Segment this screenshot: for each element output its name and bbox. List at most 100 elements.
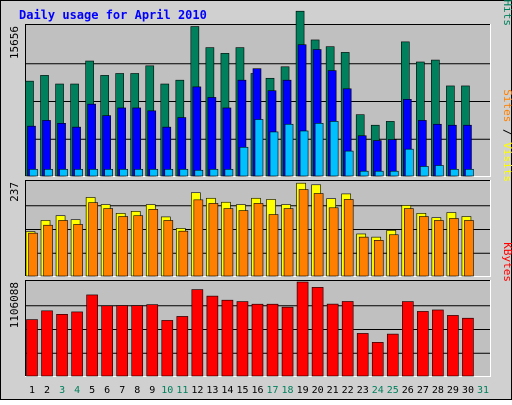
bar-kbytes-day-12 [191,289,204,377]
bar-kbytes-day-16 [251,303,264,377]
bar-kbytes-day-25 [386,333,399,377]
bar-kbytes-day-13 [206,295,219,377]
bar-pages-day-23 [359,170,369,177]
bar-kbytes-day-21 [326,303,339,377]
x-tick-label-day-1: 1 [29,385,35,396]
bar-sites-day-25 [388,234,399,277]
series-kbytes [26,281,474,377]
x-tick-label-day-4: 4 [74,385,80,396]
legend-kbytes: KBytes [501,242,512,282]
bar-files-day-23 [357,135,367,177]
bar-sites-day-16 [253,203,264,277]
bar-kbytes-day-8 [131,305,144,377]
bar-sites-day-2 [43,224,53,277]
bar-sites-day-18 [283,208,294,277]
bar-sites-day-1 [28,232,38,277]
bar-pages-day-22 [344,150,354,177]
bar-kbytes-day-20 [311,287,324,377]
bar-pages-day-4 [74,168,83,177]
legend-text: / [501,122,512,142]
x-tick-label-day-5: 5 [89,385,95,396]
bar-sites-day-24 [373,240,384,277]
x-tick-label-day-24: 24 [372,385,384,396]
bar-pages-day-28 [435,165,444,177]
x-tick-label-day-13: 13 [206,385,218,396]
x-tick-label-day-2: 2 [44,385,50,396]
bar-pages-day-7 [119,168,128,177]
bar-kbytes-day-6 [101,305,113,377]
bar-files-day-5 [87,103,96,177]
bar-pages-day-10 [164,168,174,177]
bar-sites-day-15 [238,210,249,277]
bar-files-day-13 [207,97,217,177]
bar-kbytes-day-24 [371,342,384,377]
y-max-label: 237 [8,182,21,202]
bar-sites-day-9 [148,209,159,277]
bar-pages-day-8 [134,168,144,177]
bar-pages-day-25 [389,170,399,177]
bar-files-day-30 [463,124,472,177]
bar-files-day-8 [132,107,142,177]
bar-files-day-2 [42,120,51,177]
bar-pages-day-6 [104,168,113,177]
x-tick-label-day-16: 16 [251,385,263,396]
bar-sites-day-10 [163,220,174,277]
y-max-label: 1106088 [8,282,21,328]
bar-kbytes-day-5 [86,294,98,377]
bar-files-day-11 [177,117,187,177]
bar-files-day-12 [192,86,202,177]
x-tick-label-day-27: 27 [417,385,429,396]
bar-sites-day-21 [328,207,339,277]
bar-pages-day-24 [374,170,384,177]
x-tick-label-day-20: 20 [312,385,324,396]
bar-pages-day-30 [465,168,474,177]
x-tick-label-day-12: 12 [191,385,203,396]
bar-sites-day-4 [73,224,83,277]
x-tick-label-day-9: 9 [149,385,155,396]
legend-text: Visits [501,142,512,182]
x-tick-label-day-7: 7 [119,385,125,396]
bar-pages-day-11 [179,168,189,177]
x-tick-label-day-3: 3 [59,385,65,396]
x-tick-label-day-6: 6 [104,385,110,396]
bar-pages-day-3 [59,168,68,177]
bar-kbytes-day-15 [236,301,249,377]
bar-pages-day-27 [420,166,429,177]
bar-kbytes-day-11 [176,316,189,377]
panel-hits-files-pages: 15656 Pages / Files / Hits [8,0,512,177]
bar-kbytes-day-19 [296,281,309,377]
x-tick-label-day-21: 21 [327,385,339,396]
x-tick-label-day-26: 26 [402,385,414,396]
bar-pages-day-1 [29,168,38,177]
bar-pages-day-20 [314,123,324,177]
bar-pages-day-19 [299,130,309,177]
bar-sites-day-3 [58,220,68,277]
bar-pages-day-17 [269,131,279,177]
bar-kbytes-day-1 [26,319,38,377]
legend-text: Sites [501,89,512,122]
bar-pages-day-26 [405,148,414,177]
bar-sites-day-28 [434,220,444,277]
legend-hits-files-pages: Pages / Files / Hits [501,0,512,26]
bar-files-day-10 [162,126,172,177]
bar-sites-day-23 [358,236,369,277]
bar-pages-day-16 [254,119,264,177]
x-tick-label-day-31: 31 [477,385,489,396]
bar-kbytes-day-4 [71,311,83,377]
chart-panels: 15656 Pages / Files / Hits 237 Sites / Visi… [8,0,512,377]
bar-files-day-7 [117,107,126,177]
series-pages [29,119,474,177]
panel-kbytes: 1106088 KBytes [8,242,512,377]
bar-sites-day-26 [404,208,414,277]
x-tick-label-day-11: 11 [176,385,188,396]
bar-kbytes-day-23 [356,333,369,377]
bar-sites-day-19 [298,189,309,277]
x-tick-label-day-25: 25 [387,385,399,396]
bar-files-day-24 [372,140,382,177]
x-tick-label-day-30: 30 [462,385,474,396]
bar-pages-day-12 [194,169,204,177]
x-tick-label-day-17: 17 [267,385,279,396]
x-tick-label-day-28: 28 [432,385,444,396]
